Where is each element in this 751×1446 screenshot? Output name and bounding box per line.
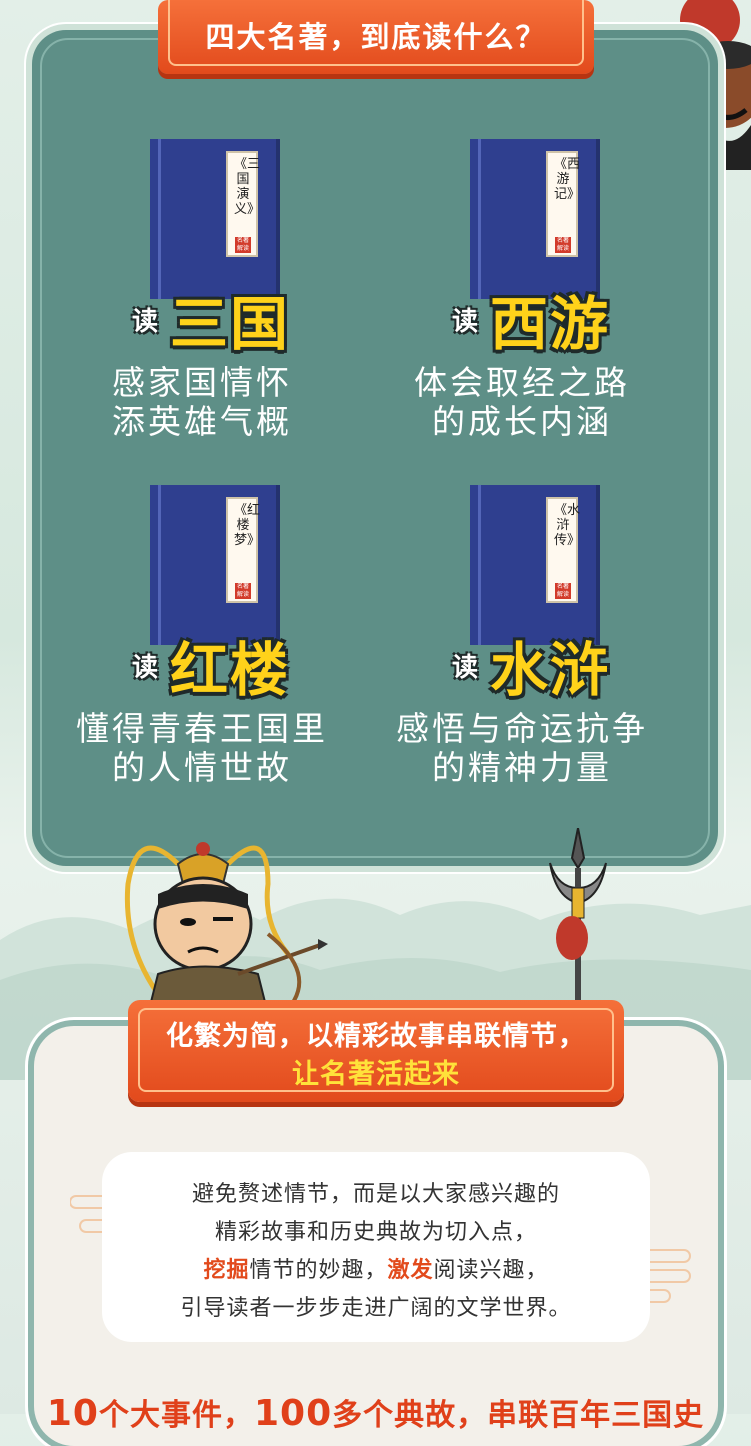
stat-text: 多个典故，串联百年三国史 bbox=[332, 1398, 705, 1433]
book-name: 西游 bbox=[490, 290, 611, 358]
cover-label: 《西游记》 名著解读 bbox=[546, 151, 581, 257]
cover-title: 《水浒传》 bbox=[554, 503, 581, 548]
book-description: 感悟与命运抗争 的精神力量 bbox=[352, 709, 692, 787]
book-description: 感家国情怀 添英雄气概 bbox=[32, 363, 372, 441]
book-cover: 《三国演义》 名著解读 bbox=[150, 139, 280, 299]
highlight-word: 挖掘 bbox=[203, 1257, 250, 1283]
desc-line: 感悟与命运抗争 bbox=[396, 709, 648, 748]
para-text: 阅读兴趣， bbox=[433, 1258, 549, 1283]
cover-label: 《水浒传》 名著解读 bbox=[546, 497, 581, 603]
book-cover: 《西游记》 名著解读 bbox=[470, 139, 600, 299]
halberd-weapon-illustration bbox=[549, 828, 607, 1018]
desc-line: 体会取经之路 bbox=[414, 363, 630, 402]
banner-border bbox=[168, 0, 584, 66]
book-card-shuihu: 《水浒传》 名著解读 读 水浒 感悟与命运抗争 的精神力量 bbox=[352, 485, 672, 805]
read-prefix: 读 bbox=[452, 653, 479, 683]
seal-stamp: 名著解读 bbox=[235, 583, 251, 599]
title-banner: 四大名著，到底读什么？ bbox=[158, 0, 594, 74]
banner-line-2: 让名著活起来 bbox=[292, 1059, 460, 1090]
desc-line: 的人情世故 bbox=[112, 748, 292, 787]
four-classics-panel bbox=[32, 30, 718, 866]
archer-character-illustration bbox=[124, 842, 328, 1014]
book-card-honglou: 《红楼梦》 名著解读 读 红楼 懂得青春王国里 的人情世故 bbox=[32, 485, 352, 805]
para-line-highlight: 挖掘情节的妙趣，激发阅读兴趣， bbox=[102, 1252, 650, 1284]
desc-line: 的成长内涵 bbox=[432, 402, 612, 441]
description-box: 避免赘述情节，而是以大家感兴趣的 精彩故事和历史典故为切入点， 挖掘情节的妙趣，… bbox=[102, 1152, 650, 1342]
stat-text: 个大事件， bbox=[98, 1398, 254, 1433]
para-line: 引导读者一步步走进广阔的文学世界。 bbox=[180, 1296, 572, 1321]
cover-label: 《三国演义》 名著解读 bbox=[226, 151, 261, 257]
banner-line-1: 化繁为简，以精彩故事串联情节， bbox=[166, 1021, 586, 1052]
seal-stamp: 名著解读 bbox=[555, 583, 571, 599]
book-cover: 《红楼梦》 名著解读 bbox=[150, 485, 280, 645]
page-title: 四大名著，到底读什么？ bbox=[205, 20, 547, 54]
read-prefix: 读 bbox=[132, 653, 159, 683]
cover-title: 《红楼梦》 bbox=[234, 503, 261, 548]
seal-stamp: 名著解读 bbox=[555, 237, 571, 253]
book-name: 红楼 bbox=[170, 636, 291, 704]
para-line: 避免赘述情节，而是以大家感兴趣的 bbox=[191, 1182, 560, 1207]
book-name: 三国 bbox=[170, 290, 291, 358]
story-banner: 化繁为简，以精彩故事串联情节， 让名著活起来 bbox=[128, 1000, 624, 1102]
highlight-word: 激发 bbox=[387, 1257, 434, 1283]
cover-label: 《红楼梦》 名著解读 bbox=[226, 497, 261, 603]
stats-line: 10个大事件，100多个典故，串联百年三国史 bbox=[0, 1390, 751, 1434]
cover-title: 《西游记》 bbox=[554, 157, 581, 202]
book-card-xiyou: 《西游记》 名著解读 读 西游 体会取经之路 的成长内涵 bbox=[352, 139, 672, 459]
book-description: 懂得青春王国里 的人情世故 bbox=[32, 709, 372, 787]
book-card-sanguo: 《三国演义》 名著解读 读 三国 感家国情怀 添英雄气概 bbox=[32, 139, 352, 459]
desc-line: 添英雄气概 bbox=[112, 402, 292, 441]
read-prefix: 读 bbox=[132, 307, 159, 337]
read-prefix: 读 bbox=[452, 307, 479, 337]
banner-border bbox=[138, 1008, 614, 1092]
seal-stamp: 名著解读 bbox=[235, 237, 251, 253]
desc-line: 的精神力量 bbox=[432, 748, 612, 787]
book-cover: 《水浒传》 名著解读 bbox=[470, 485, 600, 645]
desc-line: 感家国情怀 bbox=[112, 363, 292, 402]
book-name: 水浒 bbox=[490, 636, 611, 704]
cover-title: 《三国演义》 bbox=[234, 157, 261, 217]
para-line: 精彩故事和历史典故为切入点， bbox=[214, 1220, 537, 1245]
desc-line: 懂得青春王国里 bbox=[76, 709, 328, 748]
para-text: 情节的妙趣， bbox=[249, 1258, 388, 1283]
book-description: 体会取经之路 的成长内涵 bbox=[352, 363, 692, 441]
